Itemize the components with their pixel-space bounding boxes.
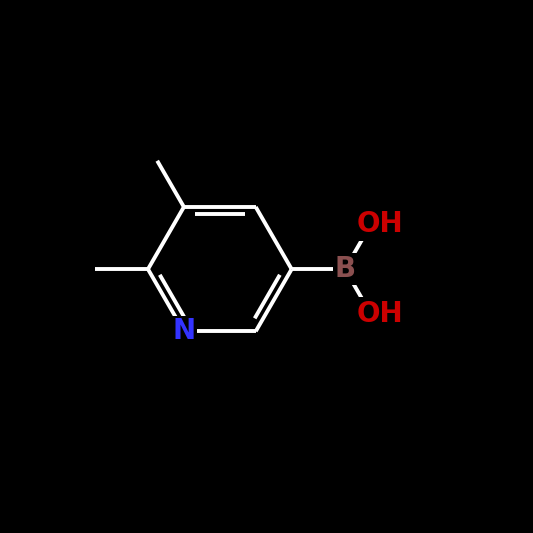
Text: OH: OH — [357, 211, 403, 238]
Text: N: N — [172, 317, 196, 345]
Text: B: B — [334, 255, 356, 283]
Text: OH: OH — [357, 300, 403, 328]
